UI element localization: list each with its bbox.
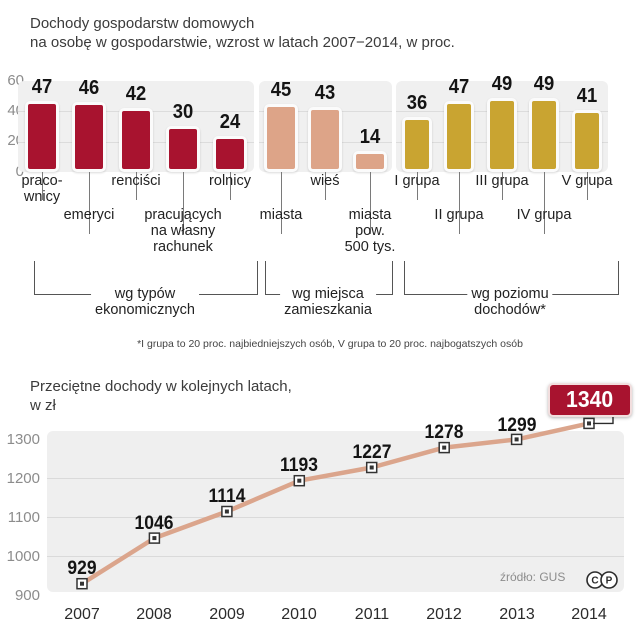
svg-text:C: C (591, 576, 598, 587)
svg-text:P: P (606, 576, 613, 587)
